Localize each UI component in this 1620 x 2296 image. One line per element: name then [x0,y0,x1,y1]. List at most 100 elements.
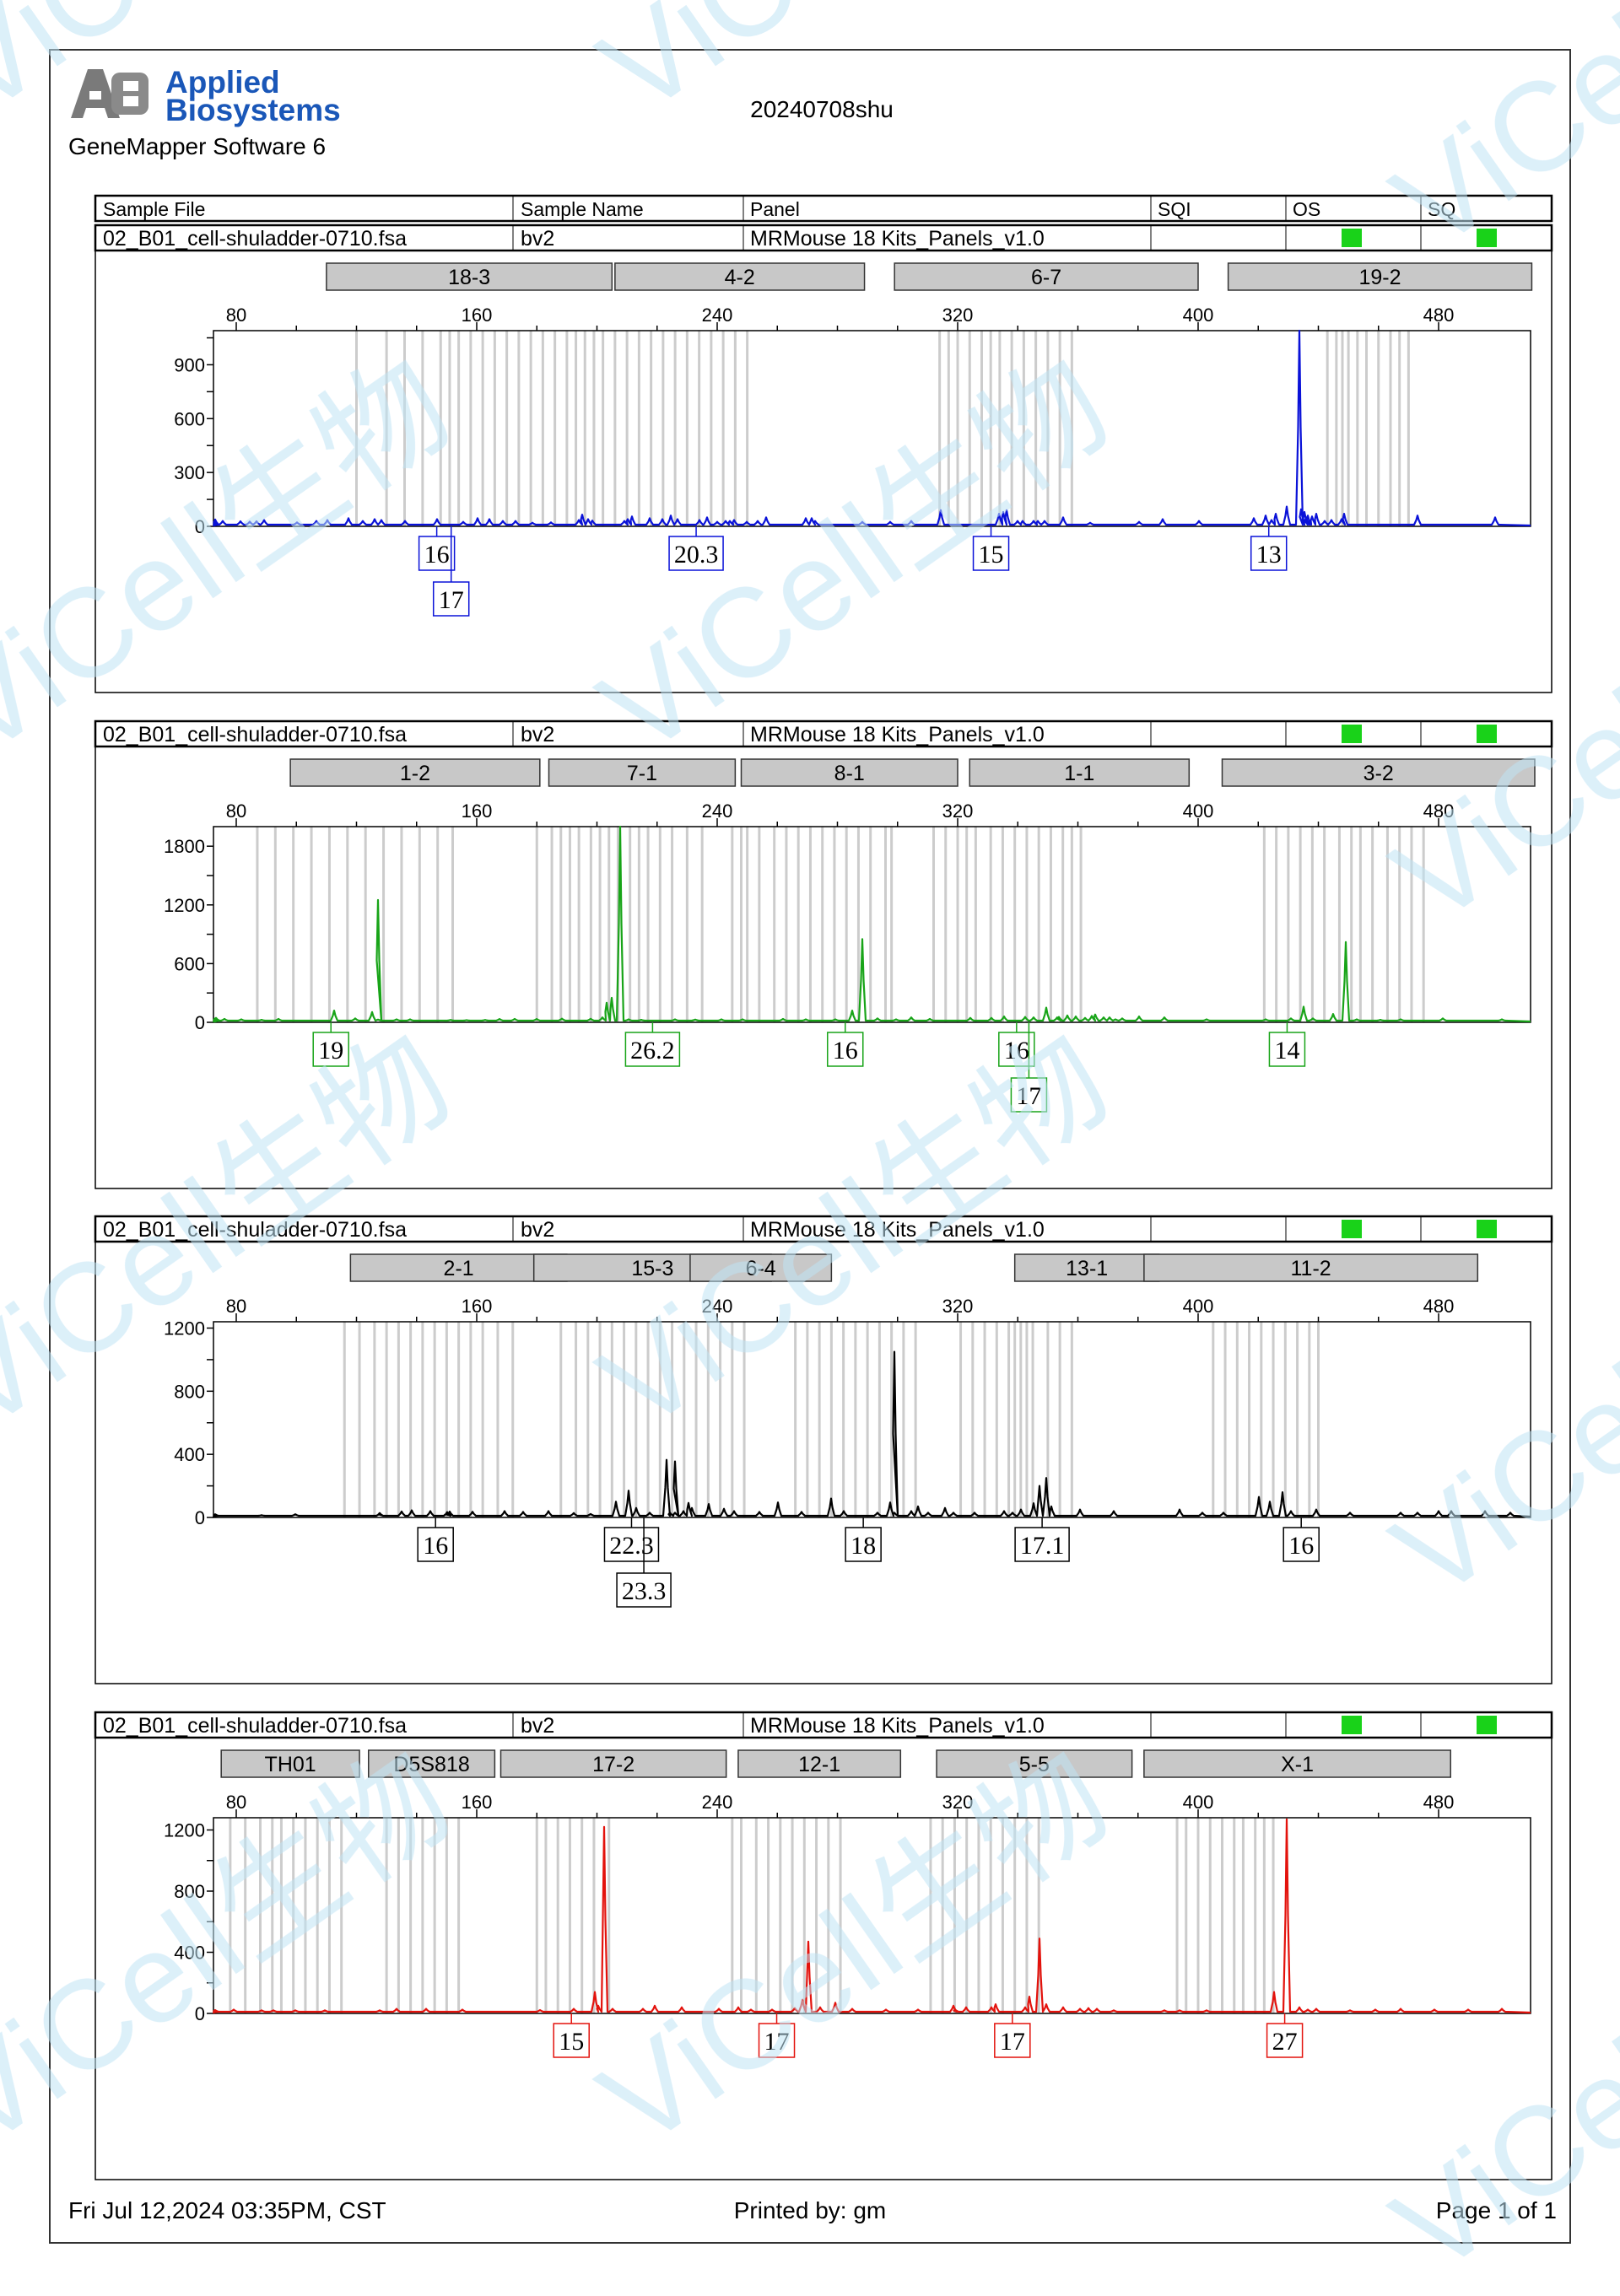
sq-status-icon [1477,1220,1497,1238]
allele-bins [229,1818,1275,2013]
print-date: Fri Jul 12,2024 03:35PM, CST [68,2197,386,2223]
x-tick-label: 320 [942,1296,974,1317]
marker-label: 18-3 [448,266,490,289]
marker-bar[interactable]: 13-1 [1013,1253,1160,1282]
col-sample-name: Sample Name [521,198,644,220]
allele-call[interactable]: 18 [845,1517,882,1562]
allele-call[interactable]: 16 [1282,1517,1320,1562]
allele-label: 15 [559,2028,584,2056]
col-os: OS [1293,198,1320,220]
marker-bar[interactable]: D5S818 [368,1749,496,1778]
x-tick-label: 240 [702,1792,733,1813]
marker-bar[interactable]: TH01 [220,1749,360,1778]
y-tick-label: 400 [174,1943,205,1964]
x-tick-label: 480 [1423,1296,1455,1317]
marker-bar[interactable]: 2-1 [349,1253,568,1282]
allele-call[interactable]: 16 [418,526,456,571]
allele-call[interactable]: 16 [417,1517,454,1562]
sq-status-icon [1477,229,1497,247]
allele-call[interactable]: 17 [1010,1022,1048,1113]
allele-label: 16 [1004,1037,1029,1064]
sample-name-cell: bv2 [521,1714,554,1738]
dye-panel-green: 02_B01_cell-shuladder-0710.fsa bv2 MRMouse… [94,720,1553,1189]
x-tick-label: 400 [1183,305,1214,326]
allele-call[interactable]: 26.2 [624,1022,681,1067]
marker-label: 17-2 [592,1753,634,1776]
sample-row [94,1215,1553,1243]
x-tick-label: 320 [942,305,974,326]
marker-label: 8-1 [834,762,865,785]
allele-call[interactable]: 14 [1268,1022,1306,1067]
x-tick-label: 480 [1423,1792,1455,1813]
allele-call[interactable]: 15 [553,2013,590,2058]
x-tick-label: 320 [942,1792,974,1813]
allele-label: 14 [1274,1037,1299,1064]
x-tick-label: 80 [226,1792,246,1813]
y-tick-label: 0 [195,1012,205,1033]
marker-bar[interactable]: 17-2 [500,1749,727,1778]
allele-call[interactable]: 17.1 [1014,1517,1070,1562]
allele-call[interactable]: 17 [758,2013,796,2058]
signal-trace [212,1350,1531,1518]
allele-call[interactable]: 23.3 [616,1517,672,1608]
allele-bins [355,331,1410,526]
col-sqi: SQI [1158,198,1191,220]
marker-bar[interactable]: X-1 [1143,1749,1451,1778]
allele-bins [343,1322,1320,1517]
sample-row [94,224,1553,252]
marker-bar[interactable]: 4-2 [614,262,866,291]
x-tick-label: 400 [1183,1792,1214,1813]
allele-label: 17 [1000,2028,1025,2056]
allele-call[interactable]: 20.3 [668,526,724,571]
os-status-icon [1342,1716,1362,1734]
signal-trace [212,1818,1531,2014]
x-tick-label: 480 [1423,800,1455,822]
marker-bar[interactable]: 6-7 [894,262,1199,291]
allele-call[interactable]: 15 [972,526,1010,571]
x-tick-label: 80 [226,800,246,822]
allele-call[interactable]: 17 [994,2013,1031,2058]
x-tick-label: 320 [942,800,974,822]
allele-label: 15 [979,541,1004,569]
sample-file-cell: 02_B01_cell-shuladder-0710.fsa [103,1714,407,1738]
col-panel: Panel [750,198,800,220]
plot-area [213,1817,1531,2014]
allele-call[interactable]: 16 [827,1022,864,1067]
allele-label: 13 [1256,541,1282,569]
project-name: 20240708shu [750,96,894,122]
allele-label: 20.3 [674,541,719,569]
panel-frame [94,1711,1552,2180]
marker-bar[interactable]: 19-2 [1227,262,1533,291]
ab-logo-icon [71,69,148,118]
y-tick-label: 600 [174,953,205,974]
y-tick-label: 900 [174,354,205,375]
marker-bar[interactable]: 7-1 [548,758,737,787]
allele-call[interactable]: 22.3 [603,1517,660,1562]
plot-area [213,330,1531,527]
allele-call[interactable]: 17 [432,526,470,617]
marker-bar[interactable]: 12-1 [737,1749,902,1778]
allele-label: 26.2 [630,1037,675,1064]
marker-bar[interactable]: 3-2 [1221,758,1536,787]
sample-name-cell: bv2 [521,227,554,251]
allele-label: 27 [1272,2028,1298,2056]
allele-label: 16 [1288,1532,1314,1560]
y-tick-label: 1200 [164,1820,205,1841]
allele-call[interactable]: 27 [1266,2013,1304,2058]
marker-bar[interactable]: 18-3 [326,262,613,291]
allele-label: 19 [318,1037,343,1064]
marker-bar[interactable]: 1-2 [289,758,541,787]
allele-call[interactable]: 19 [312,1022,349,1067]
marker-label: D5S818 [393,1753,469,1776]
dye-panel-red: 02_B01_cell-shuladder-0710.fsa bv2 MRMouse… [94,1711,1553,2180]
marker-bar[interactable]: 1-1 [969,758,1191,787]
y-tick-label: 400 [174,1444,205,1465]
marker-bar[interactable]: 11-2 [1143,1253,1479,1282]
sample-row [94,720,1553,748]
allele-call[interactable]: 13 [1250,526,1288,571]
x-tick-label: 160 [462,1296,493,1317]
marker-bar[interactable]: 8-1 [740,758,958,787]
marker-bar[interactable]: 5-5 [936,1749,1133,1778]
marker-bar[interactable]: 6-4 [689,1253,833,1282]
